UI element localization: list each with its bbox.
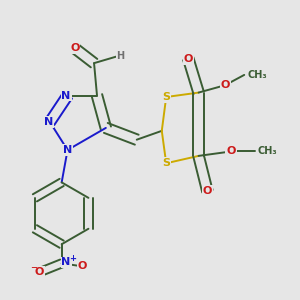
Text: −: − <box>30 263 37 272</box>
Text: S: S <box>162 92 170 102</box>
Text: +: + <box>69 254 76 262</box>
Text: N: N <box>61 257 71 268</box>
Text: O: O <box>70 44 80 53</box>
Text: O: O <box>78 261 87 271</box>
Text: CH₃: CH₃ <box>257 146 277 157</box>
Text: N: N <box>61 91 71 100</box>
Text: H: H <box>116 51 124 61</box>
Text: N: N <box>63 145 72 155</box>
Text: O: O <box>203 186 212 196</box>
Text: N: N <box>44 117 53 127</box>
Text: O: O <box>35 267 44 277</box>
Text: O: O <box>226 146 236 157</box>
Text: O: O <box>184 54 193 64</box>
Text: S: S <box>162 158 170 168</box>
Text: CH₃: CH₃ <box>247 70 267 80</box>
Text: O: O <box>220 80 230 90</box>
